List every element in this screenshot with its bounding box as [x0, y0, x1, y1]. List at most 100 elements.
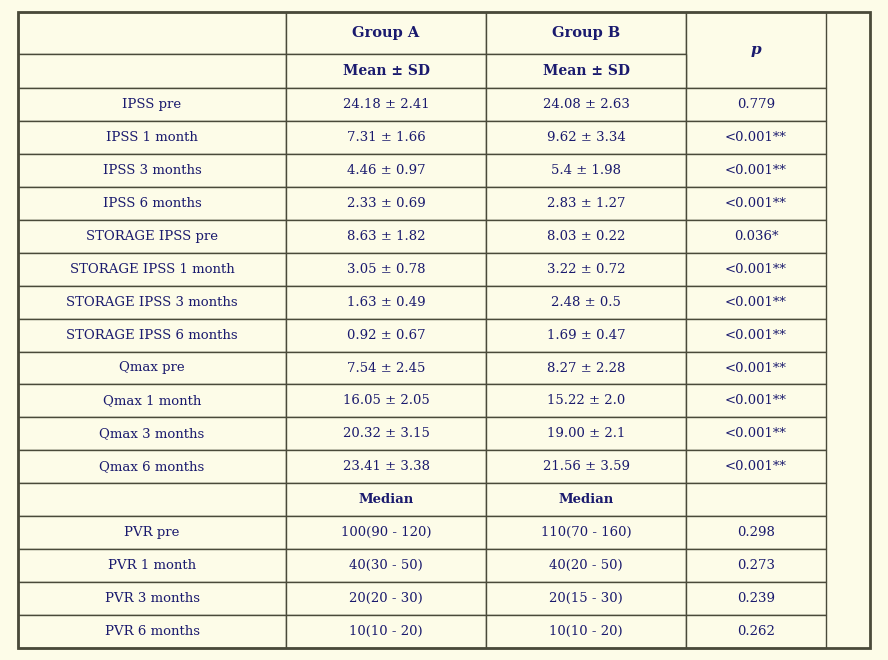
- Bar: [486, 154, 686, 187]
- Text: Qmax 3 months: Qmax 3 months: [99, 428, 204, 440]
- Bar: [18, 12, 286, 54]
- Text: 0.92 ± 0.67: 0.92 ± 0.67: [346, 329, 425, 342]
- Text: 20.32 ± 3.15: 20.32 ± 3.15: [343, 428, 430, 440]
- Bar: [486, 121, 686, 154]
- Bar: [286, 450, 486, 483]
- Text: 8.03 ± 0.22: 8.03 ± 0.22: [547, 230, 625, 243]
- Bar: [686, 417, 826, 450]
- Bar: [486, 385, 686, 417]
- Bar: [686, 253, 826, 286]
- Text: Group A: Group A: [353, 26, 420, 40]
- Bar: [686, 220, 826, 253]
- Bar: [486, 483, 686, 516]
- Text: Group B: Group B: [552, 26, 620, 40]
- Bar: [18, 615, 286, 648]
- Text: 20(15 - 30): 20(15 - 30): [549, 592, 622, 605]
- Text: STORAGE IPSS 1 month: STORAGE IPSS 1 month: [69, 263, 234, 276]
- Bar: [286, 187, 486, 220]
- Text: 2.48 ± 0.5: 2.48 ± 0.5: [551, 296, 621, 309]
- Bar: [686, 12, 826, 88]
- Bar: [286, 88, 486, 121]
- Bar: [18, 121, 286, 154]
- Bar: [486, 54, 686, 88]
- Text: 0.239: 0.239: [737, 592, 775, 605]
- Bar: [286, 121, 486, 154]
- Bar: [18, 352, 286, 385]
- Bar: [486, 253, 686, 286]
- Bar: [18, 220, 286, 253]
- Bar: [486, 615, 686, 648]
- Bar: [686, 121, 826, 154]
- Text: <0.001**: <0.001**: [725, 164, 787, 177]
- Bar: [286, 516, 486, 549]
- Bar: [18, 516, 286, 549]
- Bar: [286, 582, 486, 615]
- Text: Mean ± SD: Mean ± SD: [543, 64, 630, 78]
- Text: <0.001**: <0.001**: [725, 296, 787, 309]
- Text: 40(30 - 50): 40(30 - 50): [349, 559, 423, 572]
- Text: PVR pre: PVR pre: [124, 526, 179, 539]
- Bar: [486, 352, 686, 385]
- Bar: [686, 88, 826, 121]
- Bar: [686, 286, 826, 319]
- Text: 10(10 - 20): 10(10 - 20): [349, 625, 423, 638]
- Text: 100(90 - 120): 100(90 - 120): [341, 526, 432, 539]
- Bar: [686, 549, 826, 582]
- Bar: [18, 286, 286, 319]
- Text: 0.036*: 0.036*: [733, 230, 778, 243]
- Bar: [686, 352, 826, 385]
- Text: 3.05 ± 0.78: 3.05 ± 0.78: [346, 263, 425, 276]
- Bar: [686, 187, 826, 220]
- Text: 7.54 ± 2.45: 7.54 ± 2.45: [347, 362, 425, 374]
- Text: 9.62 ± 3.34: 9.62 ± 3.34: [547, 131, 625, 144]
- Text: 10(10 - 20): 10(10 - 20): [549, 625, 622, 638]
- Bar: [18, 319, 286, 352]
- Bar: [486, 450, 686, 483]
- Bar: [18, 385, 286, 417]
- Text: STORAGE IPSS pre: STORAGE IPSS pre: [86, 230, 218, 243]
- Bar: [486, 88, 686, 121]
- Text: 8.27 ± 2.28: 8.27 ± 2.28: [547, 362, 625, 374]
- Text: Qmax 1 month: Qmax 1 month: [103, 395, 202, 407]
- Text: <0.001**: <0.001**: [725, 362, 787, 374]
- Bar: [286, 549, 486, 582]
- Text: PVR 6 months: PVR 6 months: [105, 625, 200, 638]
- Bar: [486, 286, 686, 319]
- Text: PVR 1 month: PVR 1 month: [108, 559, 196, 572]
- Text: STORAGE IPSS 6 months: STORAGE IPSS 6 months: [67, 329, 238, 342]
- Text: 3.22 ± 0.72: 3.22 ± 0.72: [547, 263, 625, 276]
- Text: <0.001**: <0.001**: [725, 329, 787, 342]
- Text: 15.22 ± 2.0: 15.22 ± 2.0: [547, 395, 625, 407]
- Bar: [286, 154, 486, 187]
- Bar: [686, 615, 826, 648]
- Bar: [686, 516, 826, 549]
- Bar: [686, 483, 826, 516]
- Bar: [686, 450, 826, 483]
- Bar: [286, 385, 486, 417]
- Bar: [286, 12, 486, 54]
- Text: IPSS 3 months: IPSS 3 months: [103, 164, 202, 177]
- Text: 23.41 ± 3.38: 23.41 ± 3.38: [343, 460, 430, 473]
- Bar: [286, 417, 486, 450]
- Bar: [18, 187, 286, 220]
- Bar: [486, 319, 686, 352]
- Text: Median: Median: [559, 493, 614, 506]
- Bar: [18, 582, 286, 615]
- Text: 40(20 - 50): 40(20 - 50): [549, 559, 622, 572]
- Text: IPSS 1 month: IPSS 1 month: [106, 131, 198, 144]
- Text: <0.001**: <0.001**: [725, 460, 787, 473]
- Text: 20(20 - 30): 20(20 - 30): [349, 592, 423, 605]
- Bar: [18, 154, 286, 187]
- Bar: [18, 483, 286, 516]
- Text: IPSS 6 months: IPSS 6 months: [103, 197, 202, 210]
- Bar: [486, 417, 686, 450]
- Bar: [286, 319, 486, 352]
- Text: 4.46 ± 0.97: 4.46 ± 0.97: [346, 164, 425, 177]
- Bar: [18, 450, 286, 483]
- Bar: [286, 220, 486, 253]
- Text: 8.63 ± 1.82: 8.63 ± 1.82: [346, 230, 425, 243]
- Text: p: p: [750, 43, 761, 57]
- Text: Mean ± SD: Mean ± SD: [343, 64, 430, 78]
- Text: 0.273: 0.273: [737, 559, 775, 572]
- Text: <0.001**: <0.001**: [725, 197, 787, 210]
